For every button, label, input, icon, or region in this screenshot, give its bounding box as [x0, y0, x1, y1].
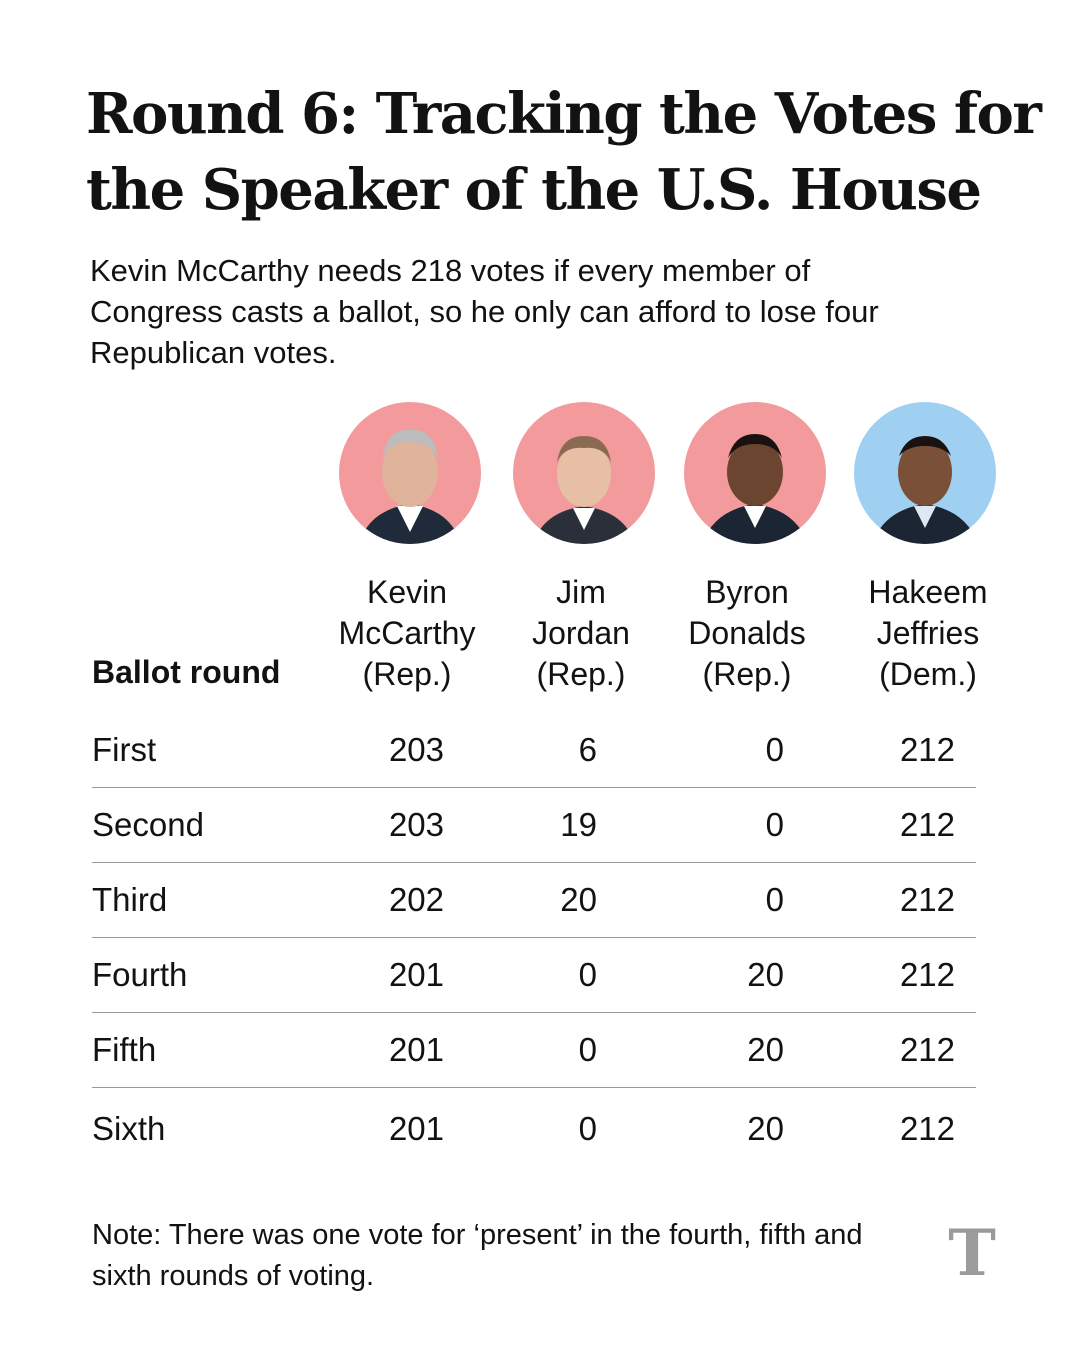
- table-row: Third 202 20 0 212: [92, 862, 976, 938]
- vote-count: 203: [388, 731, 444, 768]
- row-label: First: [92, 731, 157, 768]
- row-label: Fourth: [92, 956, 188, 993]
- nyt-logo-icon: T: [948, 1216, 996, 1291]
- vote-count: 0: [578, 1110, 597, 1147]
- portrait-icon: [513, 402, 655, 544]
- vote-count: 201: [388, 956, 444, 993]
- table-row: Sixth 201 0 20 212: [92, 1091, 976, 1166]
- row-label: Sixth: [92, 1110, 166, 1147]
- vote-count: 212: [899, 956, 955, 993]
- row-header: Ballot round: [92, 654, 281, 690]
- vote-count: 0: [765, 731, 784, 768]
- vote-count: 212: [899, 1031, 955, 1068]
- row-label: Fifth: [92, 1031, 157, 1068]
- vote-count: 0: [578, 956, 597, 993]
- column-header-mccarthy: Kevin McCarthy (Rep.): [338, 574, 476, 692]
- table-row: Fourth 201 0 20 212: [92, 937, 976, 1013]
- portrait-icon: [854, 402, 996, 544]
- vote-count: 0: [578, 1031, 597, 1068]
- footnote: Note: There was one vote for ‘present’ i…: [92, 1219, 863, 1292]
- vote-count: 202: [388, 881, 444, 918]
- vote-count: 0: [765, 806, 784, 843]
- vote-count: 20: [747, 1031, 784, 1068]
- row-label: Second: [92, 806, 204, 843]
- table-row: Second 203 19 0 212: [92, 787, 976, 863]
- vote-count: 0: [765, 881, 784, 918]
- vote-count: 20: [560, 881, 597, 918]
- vote-count: 203: [388, 806, 444, 843]
- page-title: Round 6: Tracking the Votes for the Spea…: [86, 81, 1042, 223]
- vote-count: 212: [899, 731, 955, 768]
- row-label: Third: [92, 881, 168, 918]
- vote-count: 6: [578, 731, 597, 768]
- column-header-jordan: Jim Jordan (Rep.): [532, 574, 630, 692]
- vote-count: 201: [388, 1031, 444, 1068]
- column-header-donalds: Byron Donalds (Rep.): [688, 574, 806, 692]
- vote-count: 212: [899, 1110, 955, 1147]
- vote-count: 212: [899, 806, 955, 843]
- portrait-icon: [339, 402, 481, 544]
- table-row: First 203 6 0 212: [92, 712, 976, 788]
- table-row: Fifth 201 0 20 212: [92, 1012, 976, 1088]
- vote-count: 201: [388, 1110, 444, 1147]
- column-header-jeffries: Hakeem Jeffries (Dem.): [868, 574, 988, 692]
- vote-count: 20: [747, 956, 784, 993]
- vote-count: 20: [747, 1110, 784, 1147]
- vote-count: 19: [560, 806, 597, 843]
- vote-count: 212: [899, 881, 955, 918]
- portrait-icon: [684, 402, 826, 544]
- subtitle: Kevin McCarthy needs 218 votes if every …: [90, 253, 879, 370]
